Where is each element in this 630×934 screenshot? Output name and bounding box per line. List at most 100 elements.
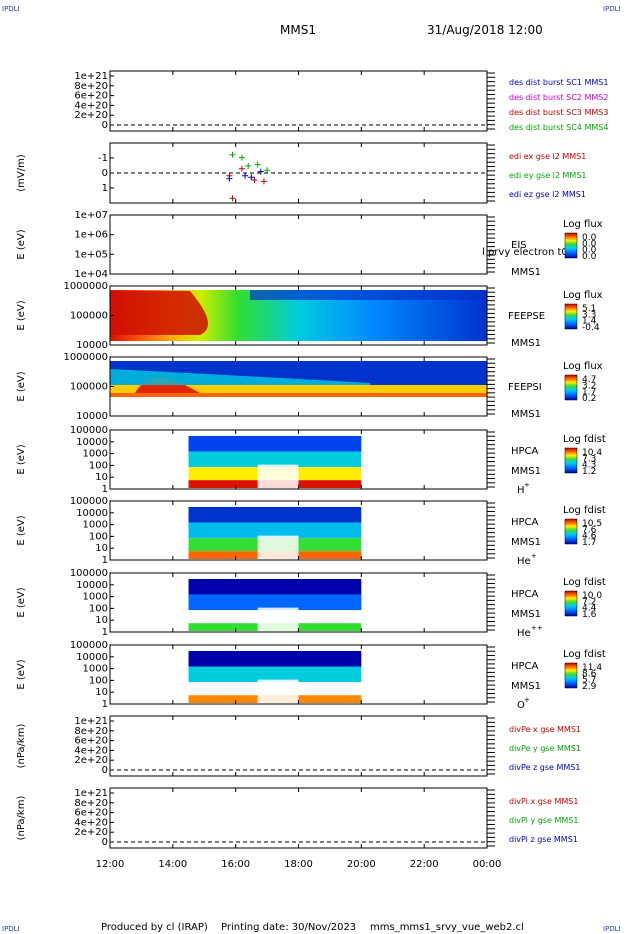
p9-heatmap [188, 651, 362, 703]
y-tick-label: 100000 [70, 425, 108, 436]
y-tick-label: 100000 [70, 382, 108, 393]
colorbar-tick-label: 4.4 [582, 604, 597, 614]
feeps-ion-band-orange [110, 393, 487, 397]
colorbar-tick-label: 0.0 [582, 252, 597, 262]
legend-entry: des dist burst SC2 MMS2 [509, 93, 608, 102]
mission-title: MMS1 [280, 23, 316, 37]
feeps-ion-band-yellow [110, 385, 487, 393]
colorbar-title: Log fdist [563, 505, 606, 516]
y-axis-label: (mV/m) [16, 154, 27, 192]
colorbar-tick-label: 10.4 [582, 448, 602, 458]
footer-printing-date: Printing date: 30/Nov/2023 [221, 922, 356, 933]
legend-entry: divPe z gse MMS1 [509, 763, 580, 772]
y-tick-label: 10 [95, 472, 108, 483]
y-tick-label: 6e+20 [74, 91, 108, 102]
colorbar-title: Log fdist [563, 577, 606, 588]
legend-entry: edi ez gse l2 MMS1 [509, 190, 586, 199]
y-tick-label: 6e+20 [74, 736, 108, 747]
p11-frame [109, 787, 488, 849]
efield-point [238, 165, 245, 172]
colorbar-tick-label: 1.2 [582, 467, 596, 477]
y-tick-label: 10 [95, 543, 108, 554]
colorbar-tick-label: -0.4 [582, 323, 600, 333]
legend-entry: edi ex gse l2 MMS1 [509, 152, 586, 161]
efield-point [245, 163, 252, 169]
legend-entry: edi ey gse l2 MMS1 [509, 171, 587, 180]
overlay-label: l prvy electron t0 [482, 247, 568, 258]
y-tick-label: 1 [102, 555, 108, 566]
spacecraft-label: MMS1 [511, 466, 541, 477]
efield-point [229, 151, 236, 158]
colorbar-title: Log flux [563, 290, 603, 301]
colorbar-tick-label: 2.9 [582, 682, 597, 692]
footer-script-name: mms_mms1_srvy_vue_web2.cl [370, 922, 524, 933]
instrument-label: HPCA [511, 446, 539, 457]
colorbar-tick-label: 10.0 [582, 591, 602, 601]
spacecraft-label: MMS1 [511, 609, 541, 620]
y-axis-label: E (eV) [16, 229, 27, 259]
y-tick-label: 100000 [70, 568, 108, 579]
y-axis-label: E (eV) [16, 444, 27, 474]
legend-entry: des dist burst SC1 MMS1 [509, 78, 608, 87]
y-tick-label: 100000 [70, 311, 108, 322]
x-tick-label: 14:00 [158, 859, 187, 870]
species-label: He [517, 628, 531, 639]
y-tick-label: 1000 [83, 520, 108, 531]
y-tick-label: 1e+21 [74, 71, 108, 82]
y-tick-label: 4e+20 [74, 817, 108, 828]
colorbar-tick-label: 1.7 [582, 538, 596, 548]
spacecraft-label: MMS1 [511, 338, 541, 349]
y-axis-label: E (eV) [16, 515, 27, 545]
y-tick-label: 100000 [70, 640, 108, 651]
y-tick-label: 10 [95, 687, 108, 698]
species-label: O [517, 700, 525, 711]
y-tick-label: -1 [98, 153, 108, 164]
colorbar-tick-label: 7.6 [582, 525, 597, 535]
species-charge: + [524, 696, 530, 704]
hpca-data-gap [257, 535, 299, 559]
colorbar [564, 374, 578, 401]
colorbar [564, 447, 578, 474]
p8-heatmap [188, 579, 362, 631]
colorbar-tick-label: 0.0 [582, 233, 597, 243]
y-tick-label: 8e+20 [74, 798, 108, 809]
instrument-label: EIS [511, 240, 527, 251]
y-axis-label: E (eV) [16, 300, 27, 330]
x-tick-label: 00:00 [473, 859, 502, 870]
efield-point [254, 161, 261, 168]
y-tick-label: 0 [102, 765, 108, 776]
colorbar-tick-label: 4.6 [582, 532, 597, 542]
y-tick-label: 100 [89, 675, 108, 686]
hpca-data-gap [257, 607, 299, 631]
colorbar-tick-label: 0.0 [582, 239, 597, 249]
y-tick-label: 1e+05 [74, 249, 108, 260]
hpca-band-mid [188, 522, 362, 539]
colorbar [564, 232, 578, 259]
hpca-band-mid [188, 594, 362, 611]
species-charge: + [531, 552, 537, 560]
y-tick-label: 1e+04 [74, 269, 108, 280]
y-tick-label: 2e+20 [74, 755, 108, 766]
x-tick-label: 12:00 [96, 859, 125, 870]
colorbar-tick-label: 1.6 [582, 610, 597, 620]
colorbar [564, 518, 578, 545]
colorbar-tick-label: 5.7 [582, 676, 596, 686]
efield-point [257, 168, 264, 175]
y-tick-label: 1e+21 [74, 788, 108, 799]
p4-heatmap [110, 290, 487, 341]
colorbar-title: Log fdist [563, 649, 606, 660]
hpca-data-gap [257, 679, 299, 703]
efield-point [242, 172, 249, 179]
spacecraft-label: MMS1 [511, 409, 541, 420]
y-tick-label: 1e+06 [74, 230, 108, 241]
species-label: He [517, 556, 531, 567]
y-tick-label: 100 [89, 460, 108, 471]
hpca-band-mid [188, 451, 362, 468]
p3-frame [109, 214, 488, 275]
colorbar-tick-label: 0.0 [582, 246, 597, 256]
y-tick-label: 1000000 [63, 281, 108, 292]
colorbar-tick-label: 11.4 [582, 663, 602, 673]
species-charge: ++ [531, 624, 543, 632]
